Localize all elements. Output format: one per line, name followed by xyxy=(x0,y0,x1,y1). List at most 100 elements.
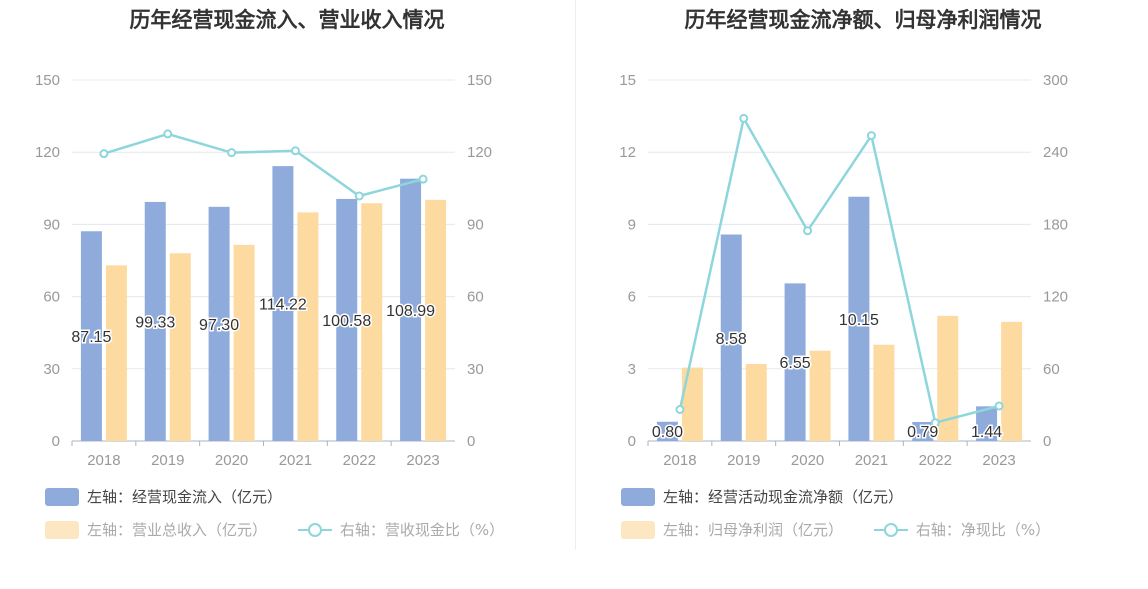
legend-swatch-bar2 xyxy=(45,520,79,539)
left-tick-label: 60 xyxy=(43,289,60,306)
right-tick-label: 0 xyxy=(467,433,475,450)
bar-series-2 xyxy=(937,315,959,441)
right-tick-label: 120 xyxy=(1043,289,1068,306)
line-point xyxy=(290,146,300,156)
chart-svg: 0 0 30 30 60 60 90 90 120 120 150 150 2018 2019 2020 20… xyxy=(35,72,492,469)
chart-title: 历年经营现金流净额、归母净利润情况 xyxy=(684,8,1042,32)
x-tick-label: 2023 xyxy=(406,452,439,469)
right-tick-label: 30 xyxy=(467,361,484,378)
bar-data-label: 0.79 xyxy=(907,424,938,441)
bar-series-2 xyxy=(1001,321,1023,441)
legend-axis-prefix: 左轴： xyxy=(87,521,133,539)
left-tick-label: 12 xyxy=(619,144,636,161)
x-tick-label: 2021 xyxy=(855,452,888,469)
right-tick-label: 90 xyxy=(467,216,484,233)
bar-data-label: 1.44 xyxy=(971,424,1002,441)
left-tick-label: 6 xyxy=(628,289,636,306)
bar-series-1 xyxy=(400,178,422,442)
chart-svg: 0 0 3 60 6 120 9 180 12 240 15 300 2018 2019 2020 2021 2… xyxy=(619,72,1068,469)
line-series xyxy=(103,132,424,198)
right-tick-label: 60 xyxy=(1043,361,1060,378)
legend-row-1: 左轴： 经营活动现金流净额（亿元） xyxy=(621,486,929,510)
legend-item-bar1[interactable]: 左轴： 经营活动现金流净额（亿元） xyxy=(621,486,903,507)
bar-series-2 xyxy=(169,253,191,441)
x-tick-label: 2020 xyxy=(215,452,248,469)
bar-data-label: 0.80 xyxy=(652,424,683,441)
bar-data-label: 6.55 xyxy=(780,355,811,372)
bar-series-1 xyxy=(848,196,870,441)
legend-item-bar2[interactable]: 左轴： 归母净利润（亿元） xyxy=(621,519,843,540)
legend-item-line[interactable]: 右轴： 净现比（%） xyxy=(873,519,1051,540)
line-point xyxy=(675,404,685,414)
legend-swatch-bar1 xyxy=(45,487,79,506)
line-point xyxy=(866,131,876,141)
bar-series-2 xyxy=(105,265,127,441)
chart-panel-left: 历年经营现金流入、营业收入情况 0 0 30 30 60 60 90 90 120 120 150 1… xyxy=(35,8,505,540)
legend-item-line[interactable]: 右轴： 营收现金比（%） xyxy=(297,519,505,540)
left-tick-label: 15 xyxy=(619,72,636,89)
legend-axis-prefix: 左轴： xyxy=(663,488,709,506)
chart-title: 历年经营现金流入、营业收入情况 xyxy=(129,8,445,32)
bar-series-1 xyxy=(336,198,358,441)
legend-axis-prefix: 左轴： xyxy=(663,521,709,539)
bar-series-2 xyxy=(873,344,895,441)
line-point xyxy=(99,149,109,159)
legend-item-bar1[interactable]: 左轴： 经营现金流入（亿元） xyxy=(45,486,282,507)
left-tick-label: 30 xyxy=(43,361,60,378)
bar-series-2 xyxy=(233,244,255,441)
bar-data-label: 114.22 xyxy=(259,297,307,314)
legend-swatch-line xyxy=(873,521,908,539)
x-tick-label: 2019 xyxy=(151,452,184,469)
bar-series-2 xyxy=(681,367,703,441)
left-tick-label: 90 xyxy=(43,216,60,233)
legend-label: 净现比（%） xyxy=(960,521,1051,539)
bar-series-2 xyxy=(809,350,831,441)
legend-swatch-bar1 xyxy=(621,487,655,506)
line-point xyxy=(930,418,940,428)
bar-series-1 xyxy=(720,234,742,441)
x-tick-label: 2022 xyxy=(343,452,376,469)
right-tick-label: 300 xyxy=(1043,72,1068,89)
right-tick-label: 150 xyxy=(467,72,492,89)
bar-data-label: 100.58 xyxy=(322,313,371,330)
legend-axis-prefix: 左轴： xyxy=(87,488,133,506)
left-tick-label: 0 xyxy=(52,433,60,450)
right-tick-label: 60 xyxy=(467,289,484,306)
bar-series-2 xyxy=(425,199,447,441)
x-tick-label: 2020 xyxy=(791,452,824,469)
legend-item-bar2[interactable]: 左轴： 营业总收入（亿元） xyxy=(45,519,267,540)
legend-label: 归母净利润（亿元） xyxy=(708,521,844,539)
left-tick-label: 150 xyxy=(35,72,60,89)
bar-data-label: 10.15 xyxy=(839,312,879,329)
line-point xyxy=(994,401,1004,411)
legend-axis-prefix: 右轴： xyxy=(339,521,385,539)
bar-series-1 xyxy=(656,421,678,441)
bar-series-2 xyxy=(745,363,767,441)
bar-series-1 xyxy=(144,201,166,441)
x-tick-label: 2018 xyxy=(663,452,696,469)
bar-series-1 xyxy=(208,206,230,441)
x-tick-label: 2023 xyxy=(982,452,1015,469)
bar-series-1 xyxy=(976,406,998,441)
legend-label: 营业总收入（亿元） xyxy=(132,521,268,539)
bar-series-1 xyxy=(80,231,102,441)
left-tick-label: 120 xyxy=(35,144,60,161)
line-point xyxy=(163,129,173,139)
bar-series-1 xyxy=(912,421,934,441)
legend-row-2: 左轴： 归母净利润（亿元） 右轴： 净现比（%） xyxy=(621,519,1076,543)
line-point xyxy=(227,148,237,158)
line-series xyxy=(678,114,1000,425)
panel-divider xyxy=(575,0,576,550)
legend-label: 营收现金比（%） xyxy=(384,521,505,539)
legend-axis-prefix: 右轴： xyxy=(915,521,961,539)
legend-label: 经营活动现金流净额（亿元） xyxy=(708,488,904,506)
line-point xyxy=(739,113,749,123)
legend-row-1: 左轴： 经营现金流入（亿元） xyxy=(45,486,308,510)
bar-series-2 xyxy=(361,203,383,441)
bar-data-label: 87.15 xyxy=(71,329,111,346)
right-tick-label: 0 xyxy=(1043,433,1051,450)
bar-series-1 xyxy=(272,166,294,441)
bar-data-label: 99.33 xyxy=(135,314,175,331)
right-tick-label: 120 xyxy=(467,144,492,161)
legend-swatch-line xyxy=(297,521,332,539)
